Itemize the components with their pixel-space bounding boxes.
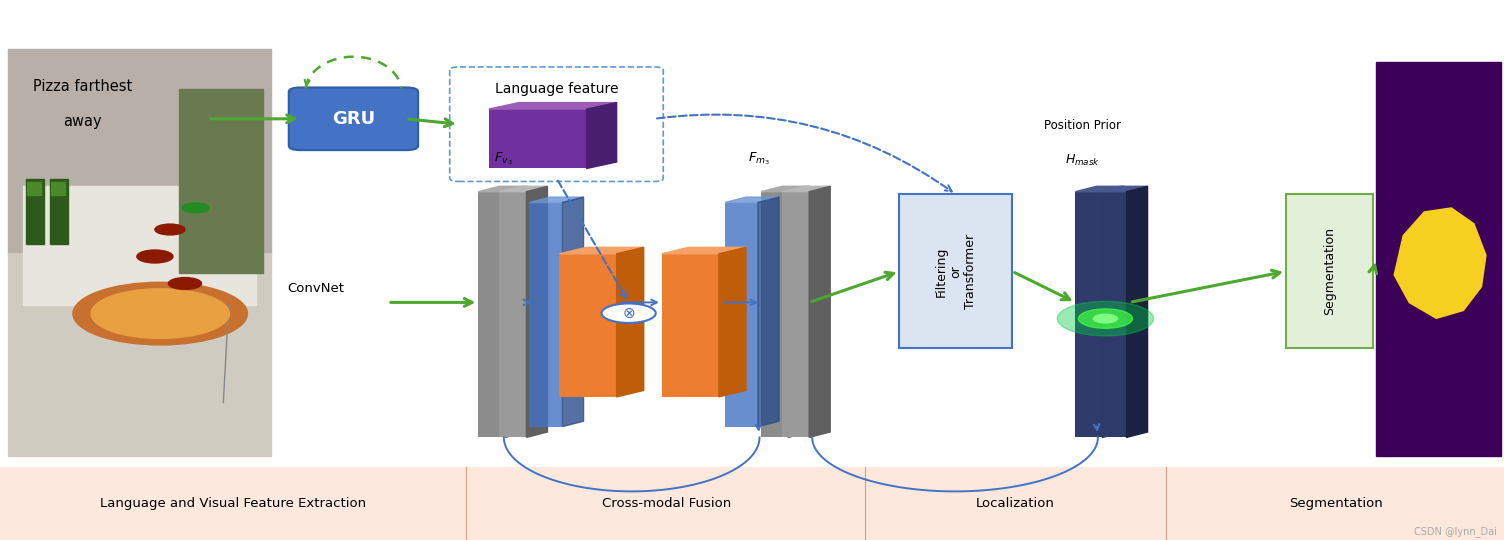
Text: CSDN @lynn_Dai: CSDN @lynn_Dai (1414, 526, 1496, 537)
Circle shape (602, 303, 656, 323)
Text: ConvNet: ConvNet (287, 282, 344, 295)
Bar (8, 49, 271, 252)
Text: Cross-modal Fusion: Cross-modal Fusion (602, 497, 731, 510)
Circle shape (182, 203, 209, 213)
Polygon shape (526, 186, 547, 437)
Polygon shape (1075, 186, 1123, 192)
Polygon shape (809, 186, 830, 437)
Text: GRU: GRU (332, 110, 374, 128)
Circle shape (155, 224, 185, 235)
Bar (761, 192, 788, 437)
Bar (8, 253, 271, 456)
Circle shape (72, 282, 247, 345)
Bar (725, 202, 758, 427)
Polygon shape (782, 186, 830, 192)
Circle shape (1078, 309, 1133, 328)
Text: away: away (63, 114, 102, 129)
Polygon shape (617, 247, 644, 397)
Polygon shape (587, 103, 617, 168)
Text: Pizza farthest: Pizza farthest (33, 79, 132, 94)
Bar (23, 186, 256, 305)
Text: Language and Visual Feature Extraction: Language and Visual Feature Extraction (101, 497, 365, 510)
Bar (1099, 192, 1126, 437)
Polygon shape (662, 247, 746, 254)
Bar (1376, 62, 1501, 456)
Polygon shape (788, 186, 809, 437)
Bar (499, 192, 526, 437)
FancyBboxPatch shape (450, 67, 663, 181)
Polygon shape (758, 197, 779, 427)
Text: $H_{ma sk}$: $H_{ma sk}$ (1065, 153, 1101, 168)
Polygon shape (1099, 186, 1148, 192)
Circle shape (1093, 314, 1117, 323)
Bar (1075, 192, 1102, 437)
Bar (0, 467, 1504, 540)
Text: $F_{v_3}$: $F_{v_3}$ (495, 151, 513, 167)
Text: Segmentation: Segmentation (1289, 497, 1382, 510)
Bar (899, 194, 1012, 348)
Bar (662, 254, 719, 397)
Polygon shape (489, 103, 617, 109)
Bar (782, 192, 809, 437)
Text: Position Prior: Position Prior (1044, 119, 1122, 132)
Text: Localization: Localization (976, 497, 1054, 510)
Polygon shape (505, 186, 526, 437)
Polygon shape (1102, 186, 1123, 437)
Bar (26, 179, 44, 244)
Polygon shape (1126, 186, 1148, 437)
Text: $F_{m_3}$: $F_{m_3}$ (749, 151, 770, 167)
Polygon shape (478, 186, 526, 192)
Bar (489, 109, 587, 168)
Polygon shape (719, 247, 746, 397)
Text: Language feature: Language feature (495, 82, 618, 96)
Polygon shape (1394, 208, 1486, 319)
Text: Segmentation: Segmentation (1324, 227, 1336, 315)
Polygon shape (559, 247, 644, 254)
Polygon shape (725, 197, 779, 202)
Polygon shape (562, 197, 584, 427)
Bar (51, 182, 65, 195)
Bar (559, 254, 617, 397)
Polygon shape (761, 186, 809, 192)
Bar (27, 182, 41, 195)
Bar (179, 89, 263, 273)
Circle shape (137, 250, 173, 263)
Circle shape (1057, 301, 1154, 336)
Polygon shape (499, 186, 547, 192)
Bar (1286, 194, 1373, 348)
Bar (50, 179, 68, 244)
Circle shape (90, 289, 229, 339)
Circle shape (168, 278, 202, 289)
FancyBboxPatch shape (289, 87, 418, 150)
Text: $\otimes$: $\otimes$ (623, 306, 635, 321)
Bar (478, 192, 505, 437)
Text: Filtering
or
Transformer: Filtering or Transformer (934, 234, 978, 309)
Polygon shape (529, 197, 584, 202)
Bar (529, 202, 562, 427)
